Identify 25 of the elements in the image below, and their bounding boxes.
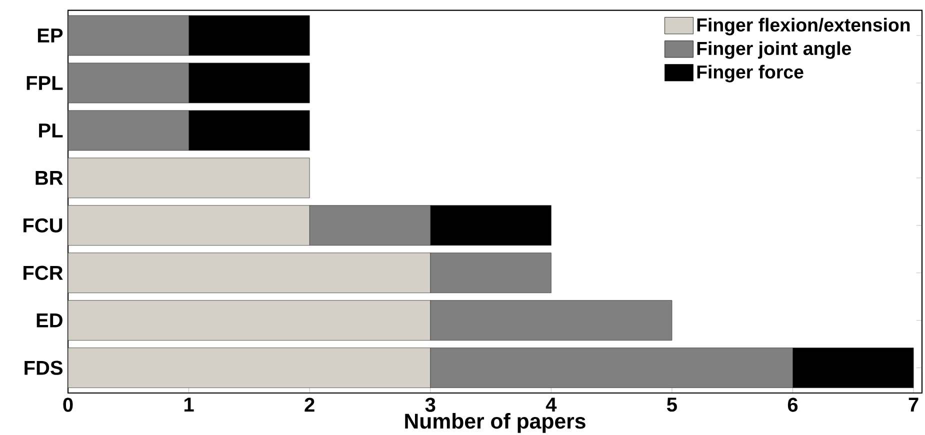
bar: [68, 252, 431, 294]
y-tick-label: BR: [36, 171, 63, 185]
bar: [68, 348, 431, 388]
x-tick-label: 7: [908, 398, 918, 412]
x-tick-label: 3: [425, 398, 436, 412]
legend-label: Finger force: [697, 64, 804, 82]
x-axis-title: Number of papers: [405, 413, 586, 433]
bar: [68, 205, 310, 246]
x-tick-label: 0: [63, 398, 73, 412]
bar: [68, 300, 431, 341]
bar: [68, 158, 310, 198]
x-tick-label: 6: [788, 398, 798, 412]
y-tick-label: PL: [39, 124, 63, 138]
legend-label: Finger flexion/extension: [697, 18, 910, 36]
y-tick-label: FPL: [26, 76, 63, 90]
y-tick-label: FDS: [24, 360, 63, 375]
y-tick-label: FCU: [24, 218, 62, 232]
y-tick-label: ED: [36, 313, 62, 328]
legend-label: Finger joint angle: [697, 41, 852, 59]
y-tick-label: FCR: [24, 266, 63, 280]
x-tick-label: 1: [184, 398, 194, 412]
x-tick-label: 5: [667, 398, 677, 412]
x-tick-label: 4: [546, 398, 557, 412]
y-tick-label: EP: [38, 28, 63, 42]
x-tick-label: 2: [304, 398, 314, 412]
